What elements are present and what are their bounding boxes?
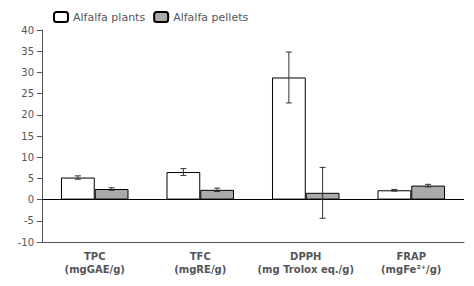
- svg-text:15: 15: [21, 131, 34, 142]
- svg-text:10: 10: [21, 152, 34, 163]
- svg-text:DPPH: DPPH: [290, 251, 321, 262]
- svg-text:0: 0: [28, 194, 34, 205]
- svg-text:30: 30: [21, 67, 34, 78]
- svg-text:(mgRE/g): (mgRE/g): [174, 264, 226, 275]
- svg-text:25: 25: [21, 88, 34, 99]
- svg-text:5: 5: [28, 173, 34, 184]
- svg-text:-5: -5: [24, 215, 34, 226]
- svg-text:-10: -10: [18, 237, 34, 248]
- svg-text:(mg Trolox eq./g): (mg Trolox eq./g): [257, 264, 354, 275]
- svg-text:TFC: TFC: [190, 251, 211, 262]
- svg-text:FRAP: FRAP: [396, 251, 426, 262]
- svg-text:35: 35: [21, 46, 34, 57]
- svg-text:TPC: TPC: [84, 251, 106, 262]
- svg-text:20: 20: [21, 109, 34, 120]
- svg-text:40: 40: [21, 25, 34, 36]
- svg-text:(mgGAE/g): (mgGAE/g): [65, 264, 125, 275]
- svg-text:Alfalfa plants: Alfalfa plants: [73, 11, 145, 24]
- svg-text:(mgFe²⁺/g): (mgFe²⁺/g): [381, 264, 441, 275]
- svg-text:Alfalfa pellets: Alfalfa pellets: [173, 11, 248, 24]
